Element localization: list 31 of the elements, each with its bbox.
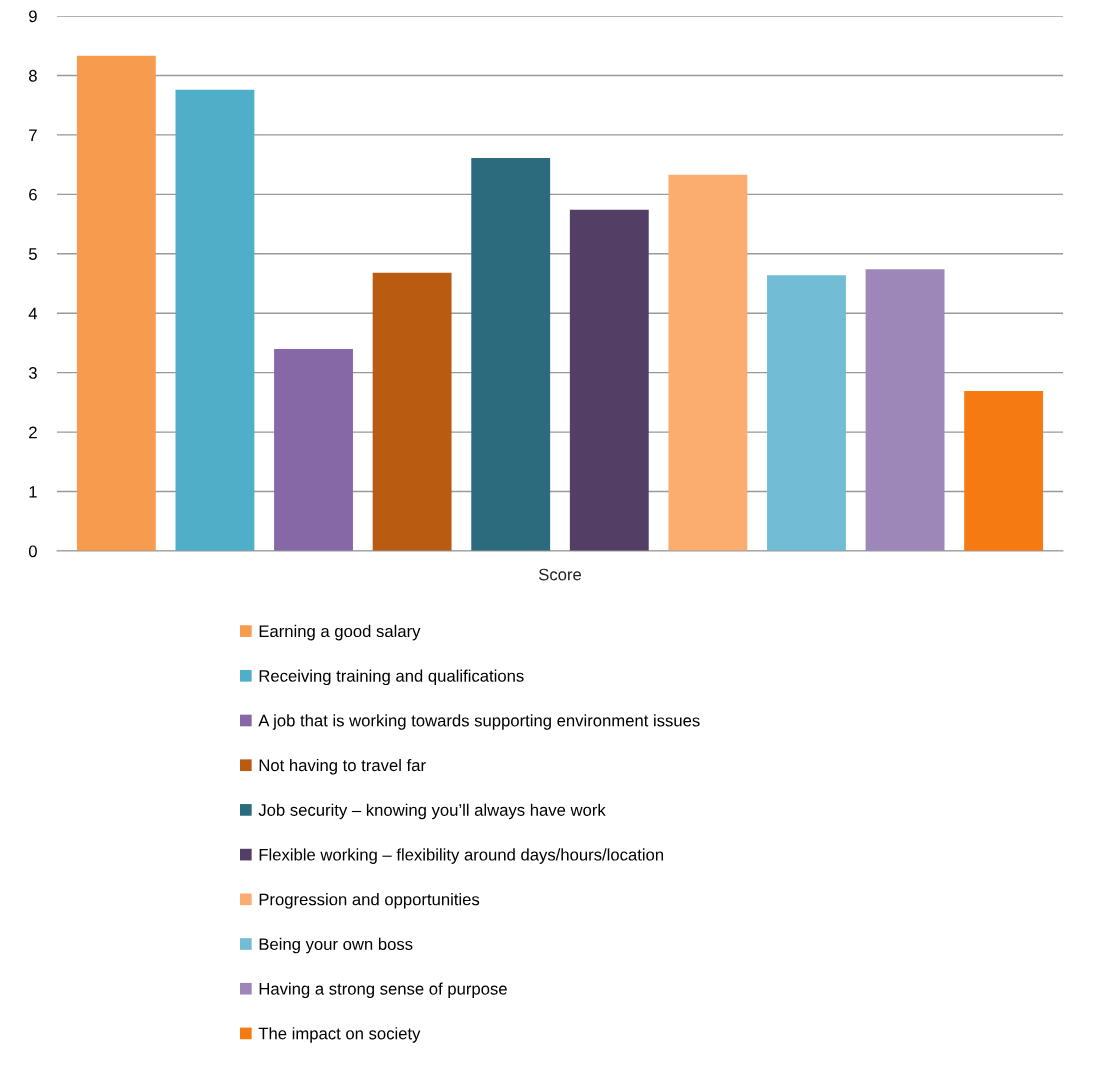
y-tick-label: 8 (29, 69, 37, 82)
bar (274, 348, 353, 551)
bar (964, 391, 1044, 551)
legend-label: Progression and opportunities (259, 893, 480, 909)
legend-label: A job that is working towards supporting environment issues (258, 714, 700, 730)
y-tick-label: 7 (29, 129, 37, 141)
y-tick-label: 0 (28, 545, 37, 558)
bar (668, 174, 748, 551)
bar (175, 89, 255, 551)
y-tick-label: 1 (29, 486, 37, 498)
bar (865, 269, 945, 551)
legend-label: Job security – knowing you’ll always have work (258, 803, 606, 820)
bar (767, 275, 846, 551)
y-tick-label: 2 (29, 426, 37, 439)
y-tick-label: 3 (28, 367, 37, 379)
y-tick-label: 6 (29, 188, 37, 201)
legend-label: The impact on society (258, 1027, 421, 1043)
y-tick-label: 9 (29, 10, 37, 23)
legend-label: Earning a good salary (259, 624, 421, 641)
legend-label: Flexible working – flexibility around days/hours/location (259, 848, 664, 864)
y-tick-label: 5 (28, 248, 37, 260)
legend-label: Being your own boss (259, 937, 413, 954)
legend-label: Receiving training and qualifications (259, 669, 524, 686)
bar (471, 158, 551, 551)
bar (76, 55, 156, 551)
legend-label: Having a strong sense of purpose (259, 982, 507, 999)
y-tick-label: 4 (28, 307, 38, 320)
bar (569, 209, 649, 551)
legend-label: Not having to travel far (259, 758, 426, 775)
bar (372, 272, 452, 551)
x-tick-label: Score (538, 568, 582, 581)
